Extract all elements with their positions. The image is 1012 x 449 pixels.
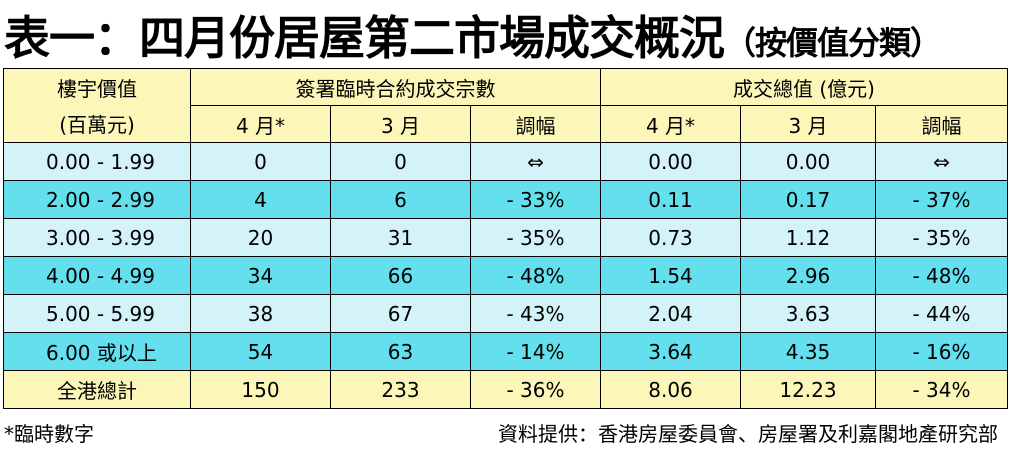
cell: 54	[190, 332, 331, 371]
footnote: *臨時數字	[4, 422, 94, 446]
row-label: 2.00 - 2.99	[3, 180, 191, 219]
column-header: 4 月*	[190, 105, 331, 143]
source: 資料提供：香港房屋委員會、房屋署及利嘉閣地產研究部	[498, 422, 998, 446]
cell: 4	[190, 180, 331, 219]
cell: - 34%	[875, 370, 1008, 409]
column-header: 3 月	[740, 105, 876, 143]
cell: - 35%	[470, 218, 601, 257]
data-table: 樓宇價值 簽署臨時合約成交宗數 成交總值 (億元) (百萬元) 4 月* 3 月調…	[3, 68, 1008, 409]
cell: 0.00	[600, 142, 741, 181]
cell: 20	[190, 218, 331, 257]
table-row: 6.00 或以上 54 63- 14% 3.64 4.35- 16%	[3, 332, 1008, 371]
cell: 2.96	[740, 256, 876, 295]
cell: ⇔	[470, 142, 601, 181]
cell: 0	[190, 142, 331, 181]
cell: 233	[330, 370, 471, 409]
cell: - 33%	[470, 180, 601, 219]
cell: 0	[330, 142, 471, 181]
cell: - 43%	[470, 294, 601, 333]
cell: 1.12	[740, 218, 876, 257]
cell: ⇔	[875, 142, 1008, 181]
row-label: 6.00 或以上	[3, 332, 191, 371]
subheader-row: (百萬元) 4 月* 3 月調幅 4 月* 3 月調幅	[3, 105, 1008, 143]
cell: 3.63	[740, 294, 876, 333]
cell: 6	[330, 180, 471, 219]
column-header: 4 月*	[600, 105, 741, 143]
row-label: 5.00 - 5.99	[3, 294, 191, 333]
cell: 2.04	[600, 294, 741, 333]
cell: - 36%	[470, 370, 601, 409]
cell: - 44%	[875, 294, 1008, 333]
group-header: 成交總值 (億元)	[600, 68, 1008, 106]
cell: 66	[330, 256, 471, 295]
cell: - 16%	[875, 332, 1008, 371]
corner-cell: 樓宇價值	[3, 68, 191, 106]
subtitle: （按價值分類）	[724, 24, 942, 62]
table-row: 3.00 - 3.99 20 31- 35% 0.73 1.12- 35%	[3, 218, 1008, 257]
cell: - 35%	[875, 218, 1008, 257]
table-row: 全港總計 150 233- 36% 8.06 12.23- 34%	[3, 370, 1008, 409]
cell: - 48%	[470, 256, 601, 295]
cell: 34	[190, 256, 331, 295]
table-row: 0.00 - 1.99 0 0 ⇔ 0.00 0.00 ⇔	[3, 142, 1008, 181]
title: 表一：四月份居屋第二市場成交概況（按價值分類）	[4, 2, 942, 68]
row-label: 3.00 - 3.99	[3, 218, 191, 257]
header-row: 樓宇價值 簽署臨時合約成交宗數 成交總值 (億元)	[3, 68, 1008, 106]
cell: 38	[190, 294, 331, 333]
column-header: 調幅	[875, 105, 1008, 143]
cell: 31	[330, 218, 471, 257]
cell: 67	[330, 294, 471, 333]
row-label: 0.00 - 1.99	[3, 142, 191, 181]
cell: - 14%	[470, 332, 601, 371]
cell: 0.17	[740, 180, 876, 219]
cell: - 37%	[875, 180, 1008, 219]
cell: 63	[330, 332, 471, 371]
cell: 0.00	[740, 142, 876, 181]
table-row: 5.00 - 5.99 38 67- 43% 2.04 3.63- 44%	[3, 294, 1008, 333]
column-header: 3 月	[330, 105, 471, 143]
cell: 12.23	[740, 370, 876, 409]
table-body: 樓宇價值 簽署臨時合約成交宗數 成交總值 (億元) (百萬元) 4 月* 3 月調…	[3, 68, 1008, 409]
cell: 0.73	[600, 218, 741, 257]
cell: - 48%	[875, 256, 1008, 295]
column-header: 調幅	[470, 105, 601, 143]
cell: 1.54	[600, 256, 741, 295]
row-label: 全港總計	[3, 370, 191, 409]
cell: 8.06	[600, 370, 741, 409]
table-row: 2.00 - 2.99 4 6- 33% 0.11 0.17- 37%	[3, 180, 1008, 219]
title-main: 表一：四月份居屋第二市場成交概況	[4, 11, 725, 65]
cell: 0.11	[600, 180, 741, 219]
corner-cell: (百萬元)	[3, 105, 191, 143]
table-row: 4.00 - 4.99 34 66- 48% 1.54 2.96- 48%	[3, 256, 1008, 295]
cell: 4.35	[740, 332, 876, 371]
group-header: 簽署臨時合約成交宗數	[190, 68, 601, 106]
row-label: 4.00 - 4.99	[3, 256, 191, 295]
cell: 150	[190, 370, 331, 409]
cell: 3.64	[600, 332, 741, 371]
